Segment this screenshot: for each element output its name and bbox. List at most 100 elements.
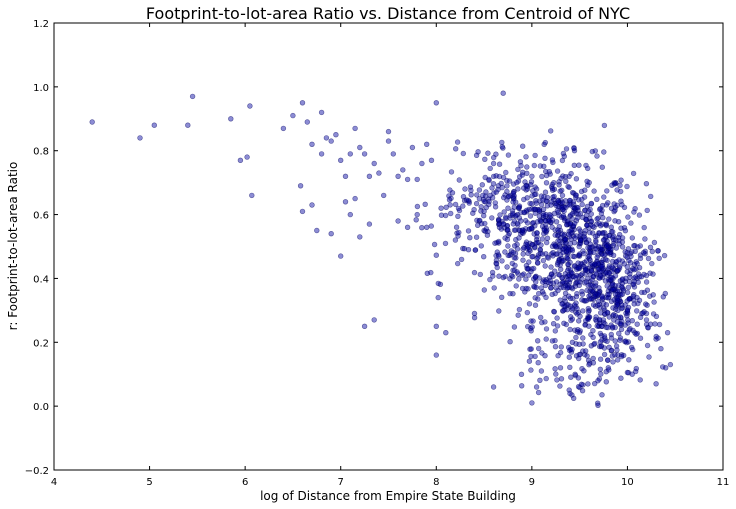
data-point bbox=[578, 188, 585, 195]
data-point bbox=[443, 212, 449, 219]
data-point bbox=[492, 204, 499, 210]
data-point bbox=[530, 220, 536, 226]
data-point bbox=[531, 191, 538, 198]
data-point bbox=[509, 260, 515, 267]
data-point bbox=[419, 225, 425, 231]
data-point bbox=[546, 218, 552, 224]
y-tick-label: 1.0 bbox=[33, 83, 49, 94]
data-point bbox=[603, 202, 610, 208]
data-point bbox=[535, 360, 541, 366]
data-point bbox=[424, 270, 430, 276]
data-point bbox=[583, 217, 589, 223]
data-point bbox=[618, 292, 624, 298]
data-point bbox=[433, 252, 439, 258]
data-point bbox=[622, 338, 629, 344]
data-point bbox=[523, 276, 529, 282]
data-point bbox=[543, 375, 549, 382]
data-point bbox=[526, 272, 532, 278]
data-point bbox=[616, 241, 622, 247]
data-point bbox=[460, 245, 466, 252]
x-tick-label: 8 bbox=[433, 477, 439, 488]
data-point bbox=[453, 224, 460, 230]
data-point bbox=[531, 206, 538, 212]
data-point bbox=[568, 374, 574, 380]
data-point bbox=[645, 255, 652, 262]
data-point bbox=[649, 260, 655, 267]
data-point bbox=[612, 313, 619, 319]
data-point bbox=[626, 296, 632, 302]
data-point bbox=[493, 261, 500, 267]
data-point bbox=[637, 314, 644, 320]
data-point bbox=[551, 193, 557, 200]
data-point bbox=[561, 320, 567, 326]
data-point bbox=[480, 192, 486, 199]
x-tick-label: 10 bbox=[621, 477, 634, 488]
data-point bbox=[455, 260, 461, 267]
data-point bbox=[520, 227, 526, 233]
data-point bbox=[594, 254, 600, 260]
data-point bbox=[431, 241, 438, 248]
data-point bbox=[626, 257, 632, 264]
data-point bbox=[553, 371, 559, 377]
data-point bbox=[414, 203, 421, 210]
data-point bbox=[503, 214, 509, 220]
data-point bbox=[572, 371, 578, 377]
data-point bbox=[524, 170, 530, 177]
data-point bbox=[567, 326, 573, 333]
data-point bbox=[529, 201, 535, 207]
data-point bbox=[385, 128, 392, 135]
data-point bbox=[656, 321, 663, 328]
data-point bbox=[309, 202, 315, 208]
data-point bbox=[587, 206, 593, 213]
data-point bbox=[544, 254, 551, 260]
data-point bbox=[478, 204, 484, 210]
data-point bbox=[606, 367, 612, 373]
data-point bbox=[500, 174, 507, 181]
data-point bbox=[490, 273, 496, 279]
data-point bbox=[613, 343, 620, 349]
data-point bbox=[513, 237, 519, 243]
data-point bbox=[577, 211, 584, 217]
data-point bbox=[569, 316, 576, 322]
data-point bbox=[644, 342, 651, 349]
data-point bbox=[151, 122, 158, 128]
data-point bbox=[532, 295, 538, 301]
data-point bbox=[539, 289, 546, 295]
data-point bbox=[549, 338, 556, 344]
data-point bbox=[612, 338, 618, 344]
data-point bbox=[541, 194, 547, 200]
data-point bbox=[505, 252, 511, 259]
data-point bbox=[553, 202, 559, 209]
data-point bbox=[567, 390, 573, 397]
data-point bbox=[624, 289, 631, 296]
data-point bbox=[601, 237, 607, 243]
data-point bbox=[573, 218, 580, 224]
data-point bbox=[249, 192, 255, 199]
data-point bbox=[446, 197, 453, 203]
data-point bbox=[644, 207, 650, 214]
data-point bbox=[342, 199, 349, 205]
data-point bbox=[299, 208, 306, 215]
data-point bbox=[538, 218, 544, 225]
data-point bbox=[597, 356, 604, 362]
data-point bbox=[475, 222, 481, 229]
data-point bbox=[323, 135, 330, 141]
data-point bbox=[650, 271, 656, 277]
data-point bbox=[453, 146, 459, 152]
data-point bbox=[552, 344, 559, 350]
data-point bbox=[481, 208, 487, 215]
data-point bbox=[428, 223, 434, 229]
data-point bbox=[590, 273, 596, 280]
data-point bbox=[520, 271, 527, 277]
data-point bbox=[637, 377, 643, 383]
data-point bbox=[614, 267, 621, 274]
data-point bbox=[535, 296, 541, 302]
data-point bbox=[424, 141, 430, 148]
data-point bbox=[489, 185, 495, 191]
data-point bbox=[584, 353, 590, 359]
data-point bbox=[539, 236, 546, 242]
data-point bbox=[499, 139, 505, 146]
data-point bbox=[601, 149, 607, 155]
data-point bbox=[533, 284, 539, 291]
data-point bbox=[542, 263, 548, 269]
